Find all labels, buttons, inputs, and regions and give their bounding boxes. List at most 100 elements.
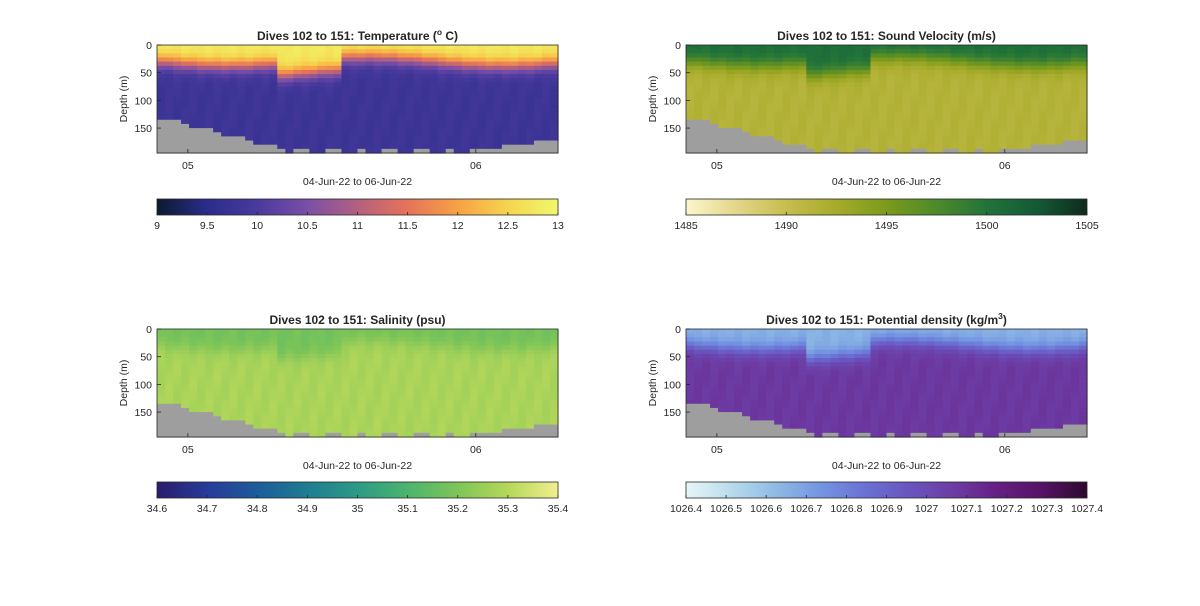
data-cell xyxy=(414,57,423,62)
data-cell xyxy=(390,346,399,351)
data-cell xyxy=(197,103,206,108)
data-cell xyxy=(935,337,944,342)
data-cell xyxy=(382,404,391,409)
data-cell xyxy=(959,408,968,413)
data-cell xyxy=(406,354,415,359)
data-cell xyxy=(814,395,823,400)
data-cell xyxy=(726,333,735,338)
data-cell xyxy=(1063,111,1072,116)
seafloor-cell xyxy=(782,145,791,150)
data-cell xyxy=(742,346,751,351)
data-cell xyxy=(277,132,286,137)
data-cell xyxy=(694,45,703,50)
data-cell xyxy=(277,62,286,67)
data-cell xyxy=(887,375,896,380)
data-cell xyxy=(1007,128,1016,133)
data-cell xyxy=(1039,132,1048,137)
data-cell xyxy=(782,391,791,396)
seafloor-cell xyxy=(726,425,735,430)
data-cell xyxy=(518,350,527,355)
data-cell xyxy=(341,99,350,104)
data-cell xyxy=(975,45,984,50)
seafloor-cell xyxy=(702,136,711,141)
data-cell xyxy=(430,333,439,338)
data-cell xyxy=(173,387,182,392)
seafloor-cell xyxy=(173,412,182,417)
data-cell xyxy=(1031,82,1040,87)
data-cell xyxy=(398,425,407,430)
data-cell xyxy=(157,329,166,334)
data-cell xyxy=(887,99,896,104)
data-cell xyxy=(237,66,246,71)
data-cell xyxy=(478,136,487,141)
data-cell xyxy=(903,387,912,392)
data-cell xyxy=(157,379,166,384)
data-cell xyxy=(406,333,415,338)
data-cell xyxy=(478,78,487,83)
data-cell xyxy=(903,132,912,137)
data-cell xyxy=(430,136,439,141)
seafloor-cell xyxy=(165,124,174,129)
y-tick-label: 0 xyxy=(146,40,152,52)
data-cell xyxy=(366,425,375,430)
data-cell xyxy=(414,74,423,79)
data-cell xyxy=(766,395,775,400)
data-cell xyxy=(1023,116,1032,121)
data-cell xyxy=(927,141,936,146)
data-cell xyxy=(1047,95,1056,100)
data-cell xyxy=(959,49,968,54)
data-cell xyxy=(830,66,839,71)
data-cell xyxy=(935,87,944,92)
data-cell xyxy=(782,404,791,409)
data-cell xyxy=(213,387,222,392)
data-cell xyxy=(181,371,190,376)
data-cell xyxy=(446,371,455,376)
data-cell xyxy=(446,141,455,146)
data-cell xyxy=(935,145,944,150)
data-cell xyxy=(221,346,230,351)
data-cell xyxy=(374,350,383,355)
data-cell xyxy=(782,387,791,392)
data-cell xyxy=(470,128,479,133)
data-cell xyxy=(846,145,855,150)
data-cell xyxy=(959,145,968,150)
data-cell xyxy=(967,416,976,421)
data-cell xyxy=(277,107,286,112)
data-cell xyxy=(903,391,912,396)
data-cell xyxy=(903,400,912,405)
data-cell xyxy=(542,383,551,388)
data-cell xyxy=(526,103,535,108)
data-cell xyxy=(935,404,944,409)
data-cell xyxy=(245,333,254,338)
data-cell xyxy=(542,66,551,71)
data-cell xyxy=(269,45,278,50)
data-cell xyxy=(269,66,278,71)
data-cell xyxy=(181,116,190,121)
data-cell xyxy=(686,371,695,376)
data-cell xyxy=(285,375,294,380)
data-cell xyxy=(366,375,375,380)
data-cell xyxy=(189,395,198,400)
data-cell xyxy=(806,350,815,355)
seafloor-cell xyxy=(718,128,727,133)
data-cell xyxy=(213,99,222,104)
data-cell xyxy=(542,107,551,112)
data-cell xyxy=(766,45,775,50)
data-cell xyxy=(967,366,976,371)
data-cell xyxy=(542,408,551,413)
data-cell xyxy=(822,391,831,396)
data-cell xyxy=(862,329,871,334)
x-axis-label: 04-Jun-22 to 06-Jun-22 xyxy=(832,176,941,188)
data-cell xyxy=(1063,66,1072,71)
data-cell xyxy=(181,375,190,380)
data-cell xyxy=(366,70,375,75)
data-cell xyxy=(927,400,936,405)
data-cell xyxy=(366,136,375,141)
data-cell xyxy=(887,128,896,133)
data-cell xyxy=(510,358,519,363)
data-cell xyxy=(726,87,735,92)
data-cell xyxy=(390,57,399,62)
data-cell xyxy=(293,66,302,71)
data-cell xyxy=(205,66,214,71)
data-cell xyxy=(878,78,887,83)
